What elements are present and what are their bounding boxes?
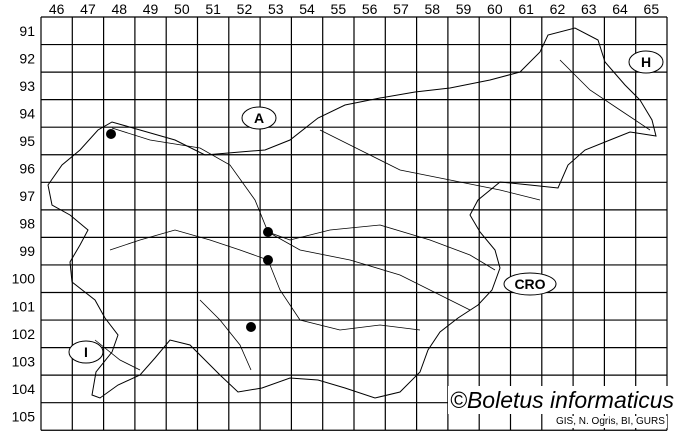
row-label: 94 [19, 105, 35, 121]
column-label: 61 [518, 1, 534, 17]
column-label: 56 [362, 1, 378, 17]
row-label: 105 [12, 408, 36, 424]
column-label: 63 [581, 1, 597, 17]
row-label: 92 [19, 50, 35, 66]
column-label: 59 [456, 1, 472, 17]
record-dot [263, 255, 273, 265]
column-label: 57 [393, 1, 409, 17]
row-label: 100 [12, 271, 36, 287]
country-label-h: H [641, 54, 651, 70]
row-label: 99 [19, 243, 35, 259]
row-label: 93 [19, 78, 35, 94]
column-label: 49 [143, 1, 159, 17]
record-dot [106, 129, 116, 139]
column-label: 62 [550, 1, 566, 17]
column-label: 51 [205, 1, 221, 17]
row-label: 101 [12, 298, 36, 314]
country-label-oval [241, 106, 277, 130]
row-label: 104 [12, 381, 36, 397]
row-label: 102 [12, 326, 36, 342]
river [267, 259, 421, 331]
column-label: 54 [299, 1, 315, 17]
river [111, 127, 496, 271]
row-label: 103 [12, 353, 36, 369]
record-dot [263, 227, 273, 237]
row-label: 91 [19, 23, 35, 39]
row-label: 95 [19, 133, 35, 149]
country-label-cro: CRO [514, 276, 545, 292]
column-label: 55 [331, 1, 347, 17]
column-label: 58 [424, 1, 440, 17]
row-label: 97 [19, 188, 35, 204]
column-label: 64 [612, 1, 628, 17]
river [199, 299, 252, 371]
column-label: 53 [268, 1, 284, 17]
row-label: 98 [19, 216, 35, 232]
country-label-oval [68, 340, 104, 364]
row-label: 96 [19, 161, 35, 177]
column-label: 46 [49, 1, 65, 17]
river [267, 231, 471, 311]
column-label: 65 [644, 1, 660, 17]
record-dot [246, 322, 256, 332]
country-label-oval [503, 272, 557, 296]
country-border [47, 27, 657, 399]
column-label: 50 [174, 1, 190, 17]
column-label: 47 [80, 1, 96, 17]
country-label-i: I [84, 344, 88, 360]
data-source: GIS, N. Ogris, BI, GURS [554, 416, 667, 428]
column-label: 60 [487, 1, 503, 17]
copyright-credit: ©Boletus informaticus [448, 386, 677, 414]
column-label: 52 [237, 1, 253, 17]
column-label: 48 [111, 1, 127, 17]
river [109, 229, 269, 261]
river [319, 129, 541, 201]
country-label-oval [628, 50, 664, 74]
country-label-a: A [254, 110, 264, 126]
